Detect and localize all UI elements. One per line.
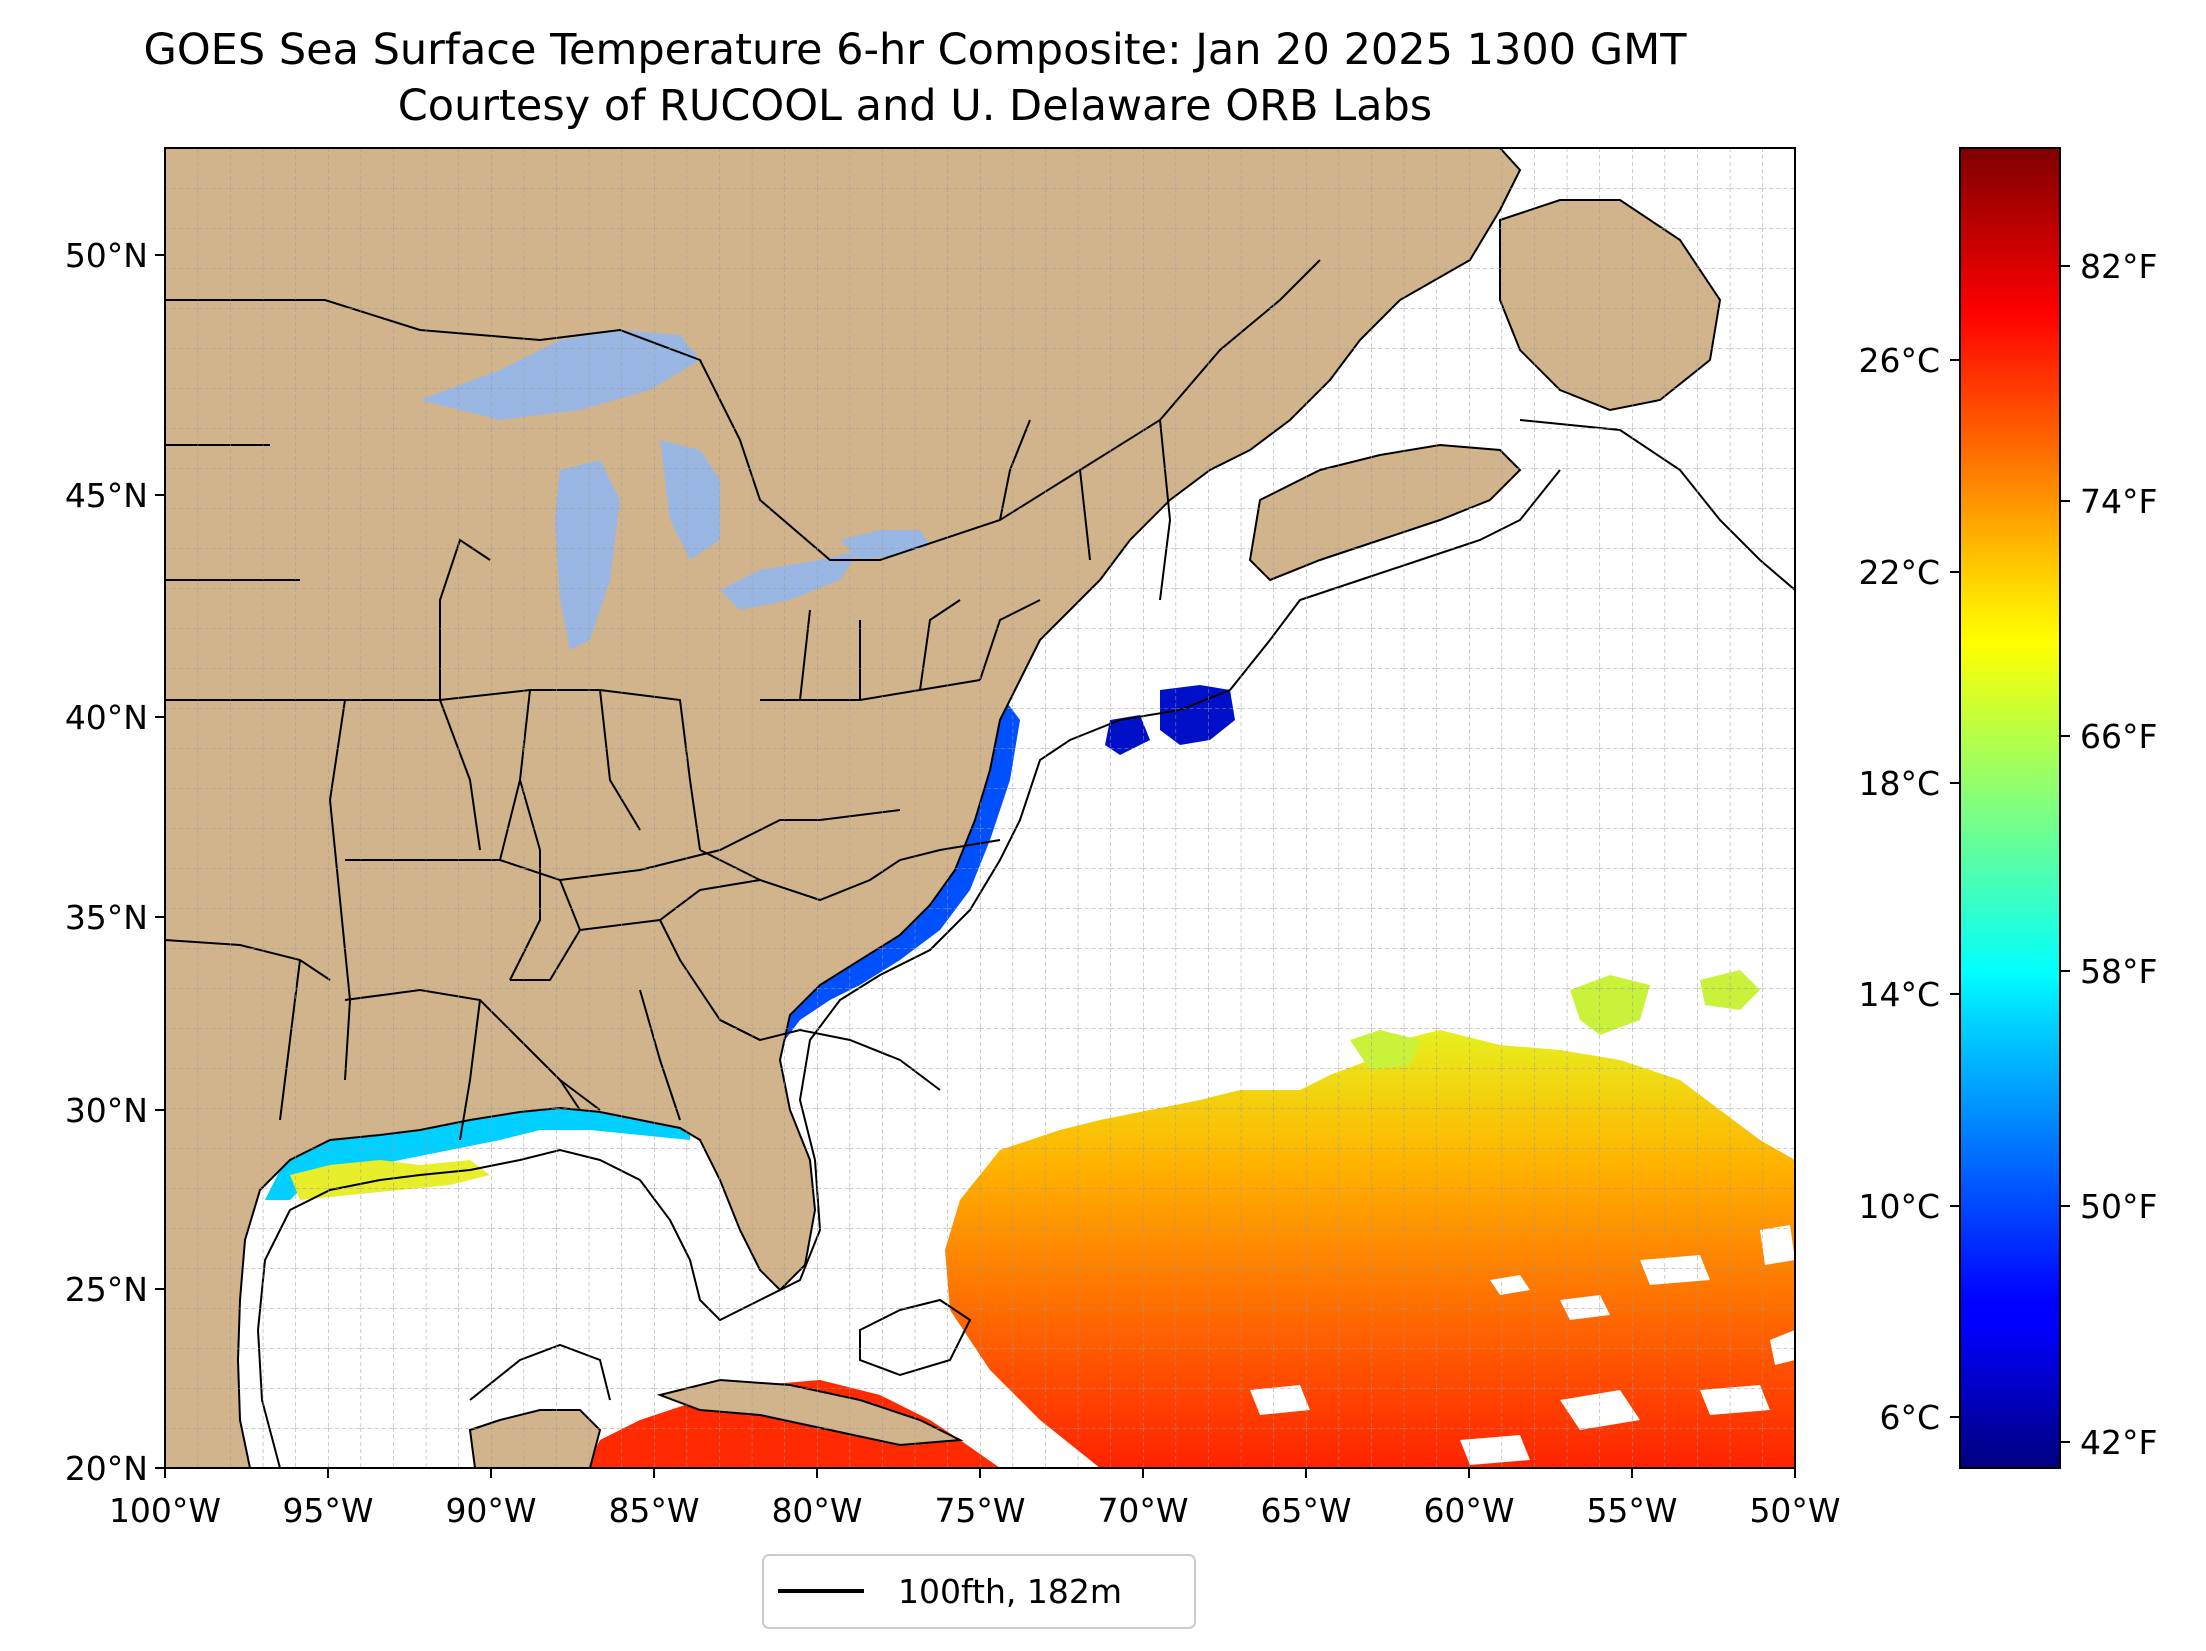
lon-axis bbox=[164, 1468, 1796, 1478]
colorbar-celsius-label: 26°C bbox=[1858, 341, 1940, 380]
lon-tick-label: 80°W bbox=[771, 1491, 862, 1530]
legend-box bbox=[762, 1554, 1196, 1629]
colorbar: 6°C 10°C 14°C 18°C 22°C 26°C 42°F 50°F 5… bbox=[1858, 147, 2157, 1469]
colorbar-gradient bbox=[1959, 147, 2061, 1469]
colorbar-celsius-label: 10°C bbox=[1858, 1187, 1940, 1226]
lat-tick-label: 35°N bbox=[65, 898, 148, 937]
colorbar-celsius-label: 6°C bbox=[1879, 1398, 1940, 1437]
colorbar-fahrenheit-label: 74°F bbox=[2080, 482, 2157, 521]
colorbar-fahrenheit-label: 58°F bbox=[2080, 952, 2157, 991]
lat-tick-label: 30°N bbox=[65, 1091, 148, 1130]
lat-tick-label: 45°N bbox=[65, 476, 148, 515]
colorbar-fahrenheit-label: 42°F bbox=[2080, 1423, 2157, 1462]
lon-tick-label: 65°W bbox=[1260, 1491, 1351, 1530]
lon-tick-label: 75°W bbox=[934, 1491, 1025, 1530]
lon-tick-label: 50°W bbox=[1749, 1491, 1840, 1530]
lon-tick-label: 55°W bbox=[1586, 1491, 1677, 1530]
map-title: GOES Sea Surface Temperature 6-hr Compos… bbox=[143, 25, 1687, 75]
lat-axis bbox=[155, 254, 165, 1469]
lat-tick-label: 50°N bbox=[65, 236, 148, 275]
colorbar-celsius-label: 18°C bbox=[1858, 764, 1940, 803]
lon-tick-label: 70°W bbox=[1097, 1491, 1188, 1530]
map-subtitle: Courtesy of RUCOOL and U. Delaware ORB L… bbox=[397, 81, 1433, 131]
colorbar-fahrenheit-label: 50°F bbox=[2080, 1187, 2157, 1226]
lon-tick-label: 60°W bbox=[1423, 1491, 1514, 1530]
colorbar-celsius-label: 22°C bbox=[1858, 553, 1940, 592]
lat-tick-label: 25°N bbox=[65, 1270, 148, 1309]
legend: 100fth, 182m bbox=[762, 1554, 1196, 1629]
map-gridlines bbox=[165, 148, 1795, 1468]
lon-tick-label: 95°W bbox=[282, 1491, 373, 1530]
lon-tick-label: 90°W bbox=[445, 1491, 536, 1530]
lon-tick-label: 100°W bbox=[109, 1491, 221, 1530]
colorbar-celsius-label: 14°C bbox=[1858, 975, 1940, 1014]
lat-tick-label: 40°N bbox=[65, 698, 148, 737]
lat-tick-label: 20°N bbox=[65, 1449, 148, 1488]
legend-label: 100fth, 182m bbox=[898, 1572, 1122, 1611]
colorbar-fahrenheit-label: 82°F bbox=[2080, 247, 2157, 286]
colorbar-fahrenheit-label: 66°F bbox=[2080, 717, 2157, 756]
lon-tick-label: 85°W bbox=[608, 1491, 699, 1530]
